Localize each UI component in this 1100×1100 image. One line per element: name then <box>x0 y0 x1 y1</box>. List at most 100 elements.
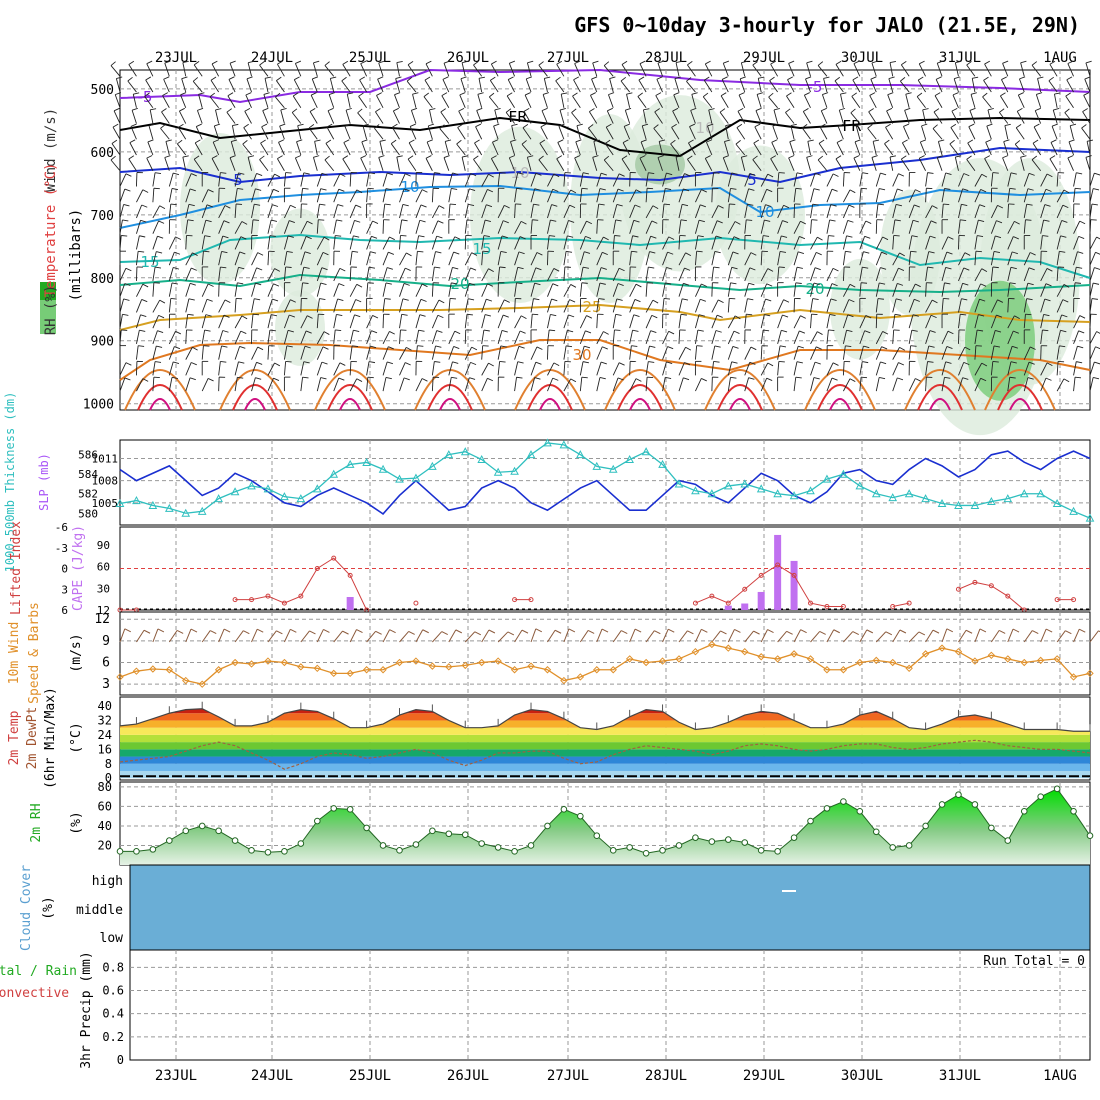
wind-barb <box>1007 188 1011 203</box>
wind-barb-flag <box>854 139 861 143</box>
wind-barb-flag <box>1020 155 1027 158</box>
wind-barb-flag <box>206 204 213 208</box>
wind-speed-marker <box>395 658 404 667</box>
wind-barb-flag <box>633 219 640 223</box>
temp-tick-label: 8 <box>105 757 112 771</box>
wind-barb-flag <box>286 250 293 253</box>
wind-barb <box>176 143 187 156</box>
wind-barb <box>497 314 504 329</box>
wind-barb <box>612 377 619 392</box>
precip-tick-label: 0 <box>117 1053 124 1067</box>
wind-barb-flag <box>534 188 541 191</box>
wind-barb <box>842 299 850 313</box>
wind-barb-flag <box>930 220 937 224</box>
wind-barb-flag <box>778 360 785 363</box>
rh-marker <box>807 817 814 825</box>
wind-barb-flag <box>345 107 352 111</box>
rh-shading <box>715 145 805 285</box>
wind-barb-flag <box>474 139 480 144</box>
wind-barb-flag <box>927 266 934 269</box>
thickness-marker <box>296 494 306 503</box>
wind-barb <box>492 142 499 156</box>
wind-barb <box>497 361 501 376</box>
wind-barb-flag <box>771 139 778 143</box>
wind-barb-flag <box>138 250 145 253</box>
wind-barb <box>494 109 499 124</box>
wind-barb <box>744 377 750 392</box>
hottest-contour <box>244 398 266 411</box>
wind-barb <box>990 205 998 219</box>
wind-barb <box>892 377 898 392</box>
wind10m-barb-flag <box>965 629 973 634</box>
wind-barb <box>396 62 400 77</box>
wind-barb <box>563 314 569 329</box>
wind-barb-flag <box>567 329 574 333</box>
wind-barb <box>657 157 663 171</box>
wind-barb <box>990 345 995 360</box>
wind-speed-marker <box>675 655 683 663</box>
wind-barb-flag <box>240 236 247 240</box>
wind-barb-flag <box>524 92 531 96</box>
wind-barb-flag <box>856 123 863 127</box>
wind-barb-flag <box>921 123 928 127</box>
date-label-top: 31JUL <box>939 50 981 66</box>
wind-barb <box>530 173 537 187</box>
wind-barb-flag <box>813 282 820 285</box>
wind-barb <box>629 330 634 344</box>
wind-barb-flag <box>978 219 985 223</box>
wind-barb <box>958 362 965 376</box>
wind-barb-flag <box>454 330 461 335</box>
wind-barb-flag <box>987 108 994 111</box>
wind-barb-flag <box>116 76 123 79</box>
rh-tick-label: 40 <box>98 819 112 833</box>
wind-barb-flag <box>336 313 343 316</box>
wind-barb <box>802 111 811 124</box>
wind-barb-flag <box>670 139 676 145</box>
wind-barb <box>842 330 847 344</box>
wind-barb-flag <box>245 92 252 96</box>
wind-speed-marker <box>231 658 239 667</box>
wind-barb <box>727 346 734 360</box>
wind-barb-flag <box>191 267 197 271</box>
wind-barb-flag <box>845 345 852 348</box>
wind-barb <box>892 362 899 376</box>
wind-barb <box>399 314 403 329</box>
wind-barb-flag <box>509 155 516 159</box>
wind-barb <box>842 172 845 187</box>
wind-barb <box>705 141 713 156</box>
cape-axis-label: CAPE (J/kg) <box>71 525 86 611</box>
wind-barb <box>1007 346 1013 360</box>
wind-barb <box>530 314 533 329</box>
wind-barb <box>541 110 548 124</box>
wind-barb-flag <box>290 299 296 303</box>
wind-barb-flag <box>320 188 327 191</box>
wind-barb <box>234 346 241 360</box>
wind-barb-flag <box>344 123 351 127</box>
wind-barb <box>1020 62 1025 77</box>
wind-barb-flag <box>244 107 251 112</box>
wind10m-barb-flag <box>455 629 463 634</box>
wind-barb <box>136 299 143 313</box>
wind-barb <box>119 377 126 392</box>
wind-barb <box>481 329 485 344</box>
wind-barb-flag <box>388 251 395 255</box>
wind-barb <box>1056 172 1059 187</box>
wind-barb <box>1007 236 1014 250</box>
wind-barb <box>349 235 354 250</box>
wind-barb <box>185 298 190 313</box>
wind-barb-flag <box>1064 108 1070 113</box>
rh-marker <box>708 838 716 845</box>
wind-barb-flag <box>746 313 753 316</box>
wind-barb-flag <box>532 219 539 221</box>
wind10m-barb <box>119 628 126 643</box>
wind-barb-flag <box>238 172 245 175</box>
date-label-top: 29JUL <box>743 50 785 66</box>
wind-barb-flag <box>1049 155 1056 160</box>
wind-barb-flag <box>356 283 363 288</box>
wind-barb-flag <box>401 313 408 316</box>
wind-barb-flag <box>652 299 659 304</box>
wind-speed-marker <box>379 666 387 674</box>
wind-barb-flag <box>984 155 991 159</box>
wind-barb-flag <box>635 378 642 382</box>
